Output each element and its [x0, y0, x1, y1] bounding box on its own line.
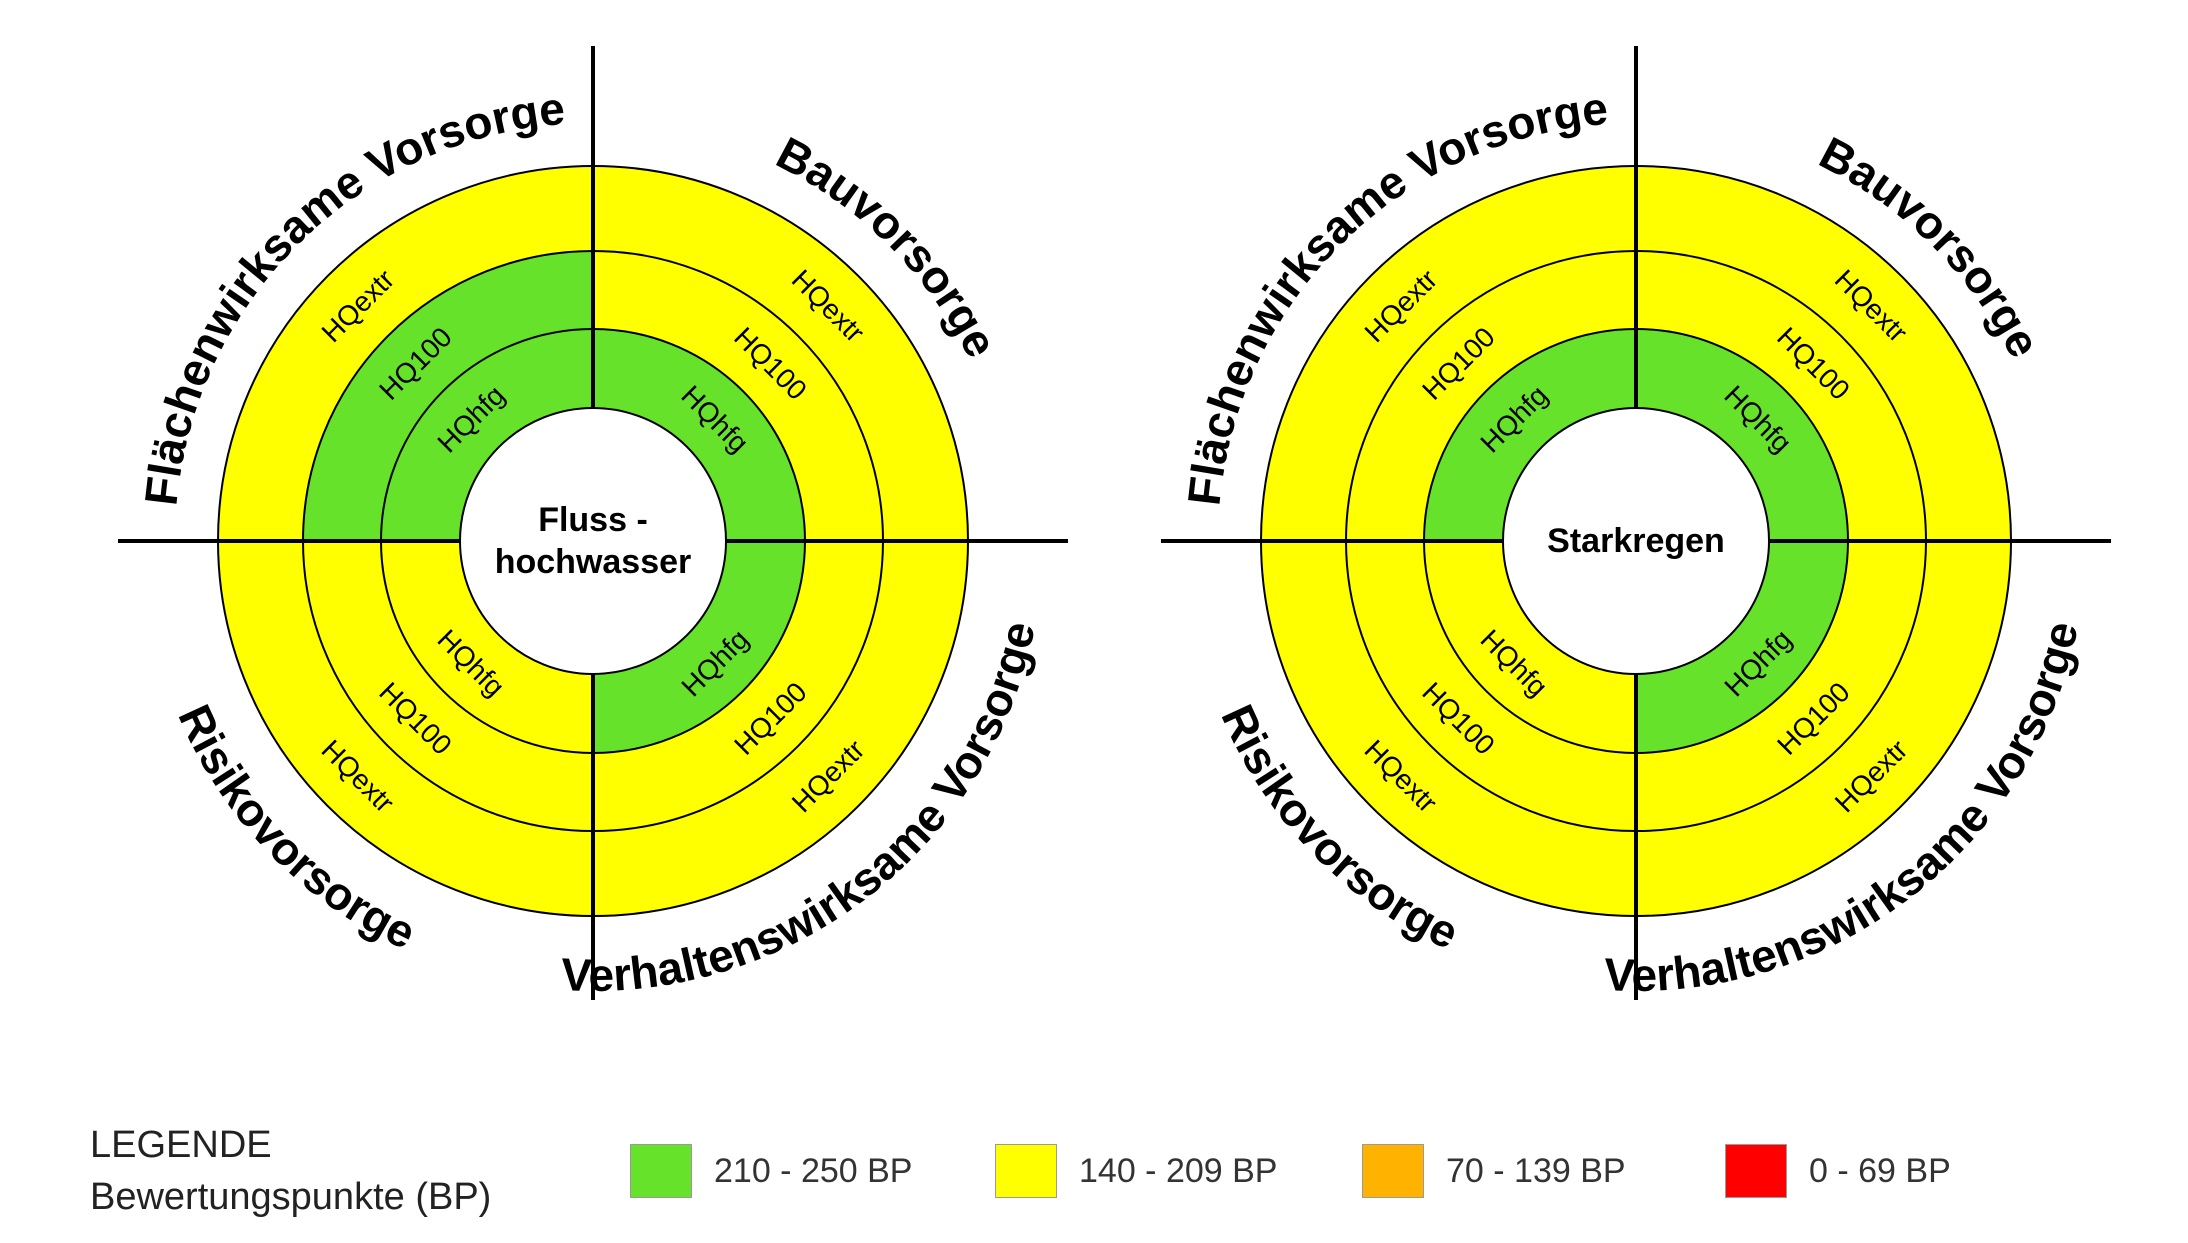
ring-segment	[593, 541, 883, 831]
ring-segment	[593, 541, 968, 916]
ring-segment	[1636, 541, 2011, 916]
ring-segment	[1636, 541, 1848, 753]
ring-segment	[1346, 251, 1636, 541]
ring-segment	[1261, 541, 1636, 916]
ring-segment	[218, 541, 593, 916]
ring-segment	[1636, 166, 2011, 541]
ring-segment	[1261, 166, 1636, 541]
ring-segment	[1636, 251, 1926, 541]
ring-chart: HQhfgHQ100HQextrHQhfgHQ100HQextrHQhfgHQ1…	[118, 46, 1068, 1000]
diagram: HQhfgHQ100HQextrHQhfgHQ100HQextrHQhfgHQ1…	[118, 46, 2111, 1000]
ring-segment	[303, 541, 593, 831]
center-label: hochwasser	[495, 543, 692, 581]
ring-segment	[593, 329, 805, 541]
ring-segment	[593, 251, 883, 541]
legend-swatch-orange	[1362, 1144, 1424, 1198]
ring-segment	[1424, 541, 1636, 753]
ring-segment	[381, 541, 593, 753]
legend-swatch-red	[1725, 1144, 1787, 1198]
legend-item-4: 0 - 69 BP	[1725, 1143, 1951, 1199]
ring-chart: HQhfgHQ100HQextrHQhfgHQ100HQextrHQhfgHQ1…	[1161, 46, 2111, 1000]
legend-item-3: 70 - 139 BP	[1362, 1143, 1626, 1199]
ring-segment	[593, 166, 968, 541]
legend-item-2: 140 - 209 BP	[995, 1143, 1277, 1199]
legend-label: 210 - 250 BP	[714, 1151, 913, 1190]
center-label: Fluss -	[538, 501, 648, 539]
legend-item-1: 210 - 250 BP	[630, 1143, 912, 1199]
ring-segment	[593, 541, 805, 753]
legend-label: 0 - 69 BP	[1809, 1151, 1951, 1190]
ring-segment	[1636, 329, 1848, 541]
ring-segment	[1346, 541, 1636, 831]
legend-title: LEGENDE Bewertungspunkte (BP)	[90, 1119, 491, 1223]
legend-heading: LEGENDE	[90, 1124, 272, 1166]
legend-swatch-green	[630, 1144, 692, 1198]
ring-segment	[218, 166, 593, 541]
ring-segment	[381, 329, 593, 541]
center-label: Starkregen	[1547, 522, 1725, 560]
legend-label: 140 - 209 BP	[1079, 1151, 1278, 1190]
legend: LEGENDE Bewertungspunkte (BP) 210 - 250 …	[70, 1103, 2090, 1233]
legend-label: 70 - 139 BP	[1446, 1151, 1626, 1190]
center-circle	[459, 407, 727, 675]
ring-segment	[303, 251, 593, 541]
legend-subheading: Bewertungspunkte (BP)	[90, 1176, 492, 1218]
ring-segment	[1424, 329, 1636, 541]
ring-segment	[1636, 541, 1926, 831]
legend-swatch-yellow	[995, 1144, 1057, 1198]
